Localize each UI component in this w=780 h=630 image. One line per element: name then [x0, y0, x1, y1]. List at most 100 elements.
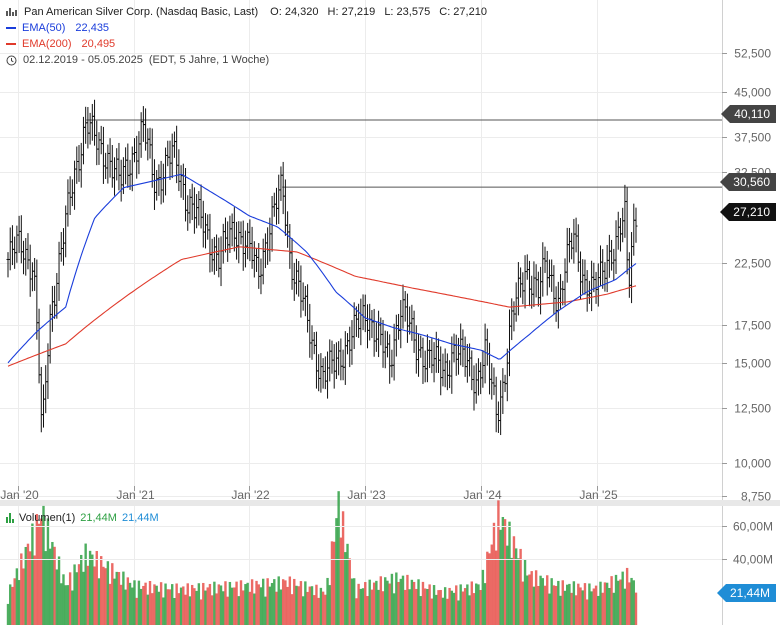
volume-bar — [295, 585, 298, 625]
volume-bar — [244, 584, 247, 625]
volume-bar — [483, 583, 487, 625]
volume-bar — [37, 523, 41, 625]
price-tag-high-level: 40,110 — [721, 105, 776, 123]
volume-bar — [253, 593, 256, 625]
volume-bar — [430, 598, 434, 625]
volume-bar — [6, 603, 10, 625]
volume-bar — [77, 564, 81, 625]
volume-bar — [222, 591, 225, 625]
volume-bar — [570, 592, 573, 625]
volume-bar — [359, 588, 363, 625]
volume-bar — [144, 582, 147, 625]
volume-bar — [461, 591, 465, 625]
volume-bar — [164, 583, 167, 625]
volume-bar — [66, 585, 70, 625]
volume-bar — [577, 583, 580, 625]
volume-bar — [11, 586, 14, 625]
volume-bar — [494, 550, 498, 625]
volume-bar — [80, 554, 83, 625]
volume-bar — [426, 589, 429, 625]
volume-bar — [42, 505, 45, 625]
volume-bar — [126, 577, 130, 625]
volume-bar — [370, 589, 374, 625]
volume-bar — [270, 583, 274, 625]
volume-bar — [328, 585, 331, 625]
volume-bar — [131, 587, 134, 625]
volume-bar — [621, 571, 624, 625]
volume-bar — [599, 581, 602, 625]
volume-bar — [392, 593, 396, 625]
volume-bar — [151, 593, 154, 625]
volume-bar — [568, 583, 571, 625]
volume-bar — [44, 551, 47, 625]
volume-bar — [230, 587, 234, 625]
low-value: L: 23,575 — [384, 6, 431, 18]
volume-bar — [379, 576, 383, 625]
volume-bar — [186, 583, 189, 625]
volume-bar — [375, 580, 378, 625]
time-tick-label: Jan '21 — [116, 488, 155, 502]
volume-bar — [91, 554, 94, 625]
volume-bar — [561, 580, 564, 625]
volume-bar — [71, 590, 74, 625]
volume-bar — [486, 551, 489, 625]
price-tag-last-text: 27,210 — [733, 205, 770, 219]
volume-bar — [386, 580, 389, 625]
pane-separator — [0, 500, 780, 506]
volume-bar — [384, 577, 387, 625]
volume-bar — [352, 578, 356, 625]
legend-ema200-row[interactable]: EMA(200) 20,495 — [6, 36, 487, 52]
volume-bar — [202, 582, 205, 625]
volume-bar — [519, 548, 522, 625]
volume-bar — [508, 521, 511, 625]
volume-bar — [111, 563, 114, 625]
volume-bar — [341, 511, 345, 625]
price-tick-label: 52,500 — [734, 47, 771, 61]
ema200-label: EMA(200) — [22, 38, 72, 50]
volume-bar — [261, 578, 265, 625]
volume-bar — [155, 585, 158, 625]
volume-bar — [319, 587, 323, 625]
volume-bar — [273, 579, 276, 625]
volume-bar — [197, 583, 201, 625]
volume-bar — [204, 590, 207, 625]
volume-bar — [171, 584, 174, 625]
volume-bar — [193, 588, 196, 625]
volume-bar — [552, 585, 556, 625]
volume-tag-last: 21,44M — [716, 584, 776, 602]
volume-bar — [610, 576, 613, 625]
volume-bar — [572, 581, 576, 625]
volume-bar — [503, 519, 507, 625]
volume-bar — [448, 587, 451, 625]
volume-bar — [304, 581, 307, 625]
volume-bar — [512, 536, 516, 625]
volume-bar — [321, 591, 325, 625]
volume-bar — [157, 591, 161, 625]
legend-ema50-row[interactable]: EMA(50) 22,435 — [6, 20, 487, 36]
volume-bar — [308, 586, 311, 625]
volume-bar — [510, 557, 513, 625]
volume-bar — [585, 599, 589, 625]
volume-bar — [64, 585, 67, 625]
volume-bar — [208, 583, 212, 625]
volume-bar — [266, 578, 269, 625]
volume-bar — [235, 581, 238, 625]
volume-bar — [281, 579, 285, 625]
volume-bar — [368, 579, 371, 625]
volume-bar — [88, 550, 92, 625]
volume-bar — [594, 585, 598, 625]
volume-bar — [597, 595, 600, 625]
volume-bar — [224, 581, 227, 625]
volume-bar — [153, 584, 156, 625]
volume-bar — [492, 522, 496, 625]
volume-bar — [408, 589, 411, 625]
price-tag-high-level-text: 40,110 — [734, 107, 770, 121]
volume-bar — [288, 576, 292, 625]
volume-bar — [330, 541, 334, 625]
volume-bar — [350, 578, 354, 625]
volume-bar — [315, 584, 318, 625]
volume-bar — [497, 500, 500, 625]
volume-bar — [605, 582, 609, 625]
